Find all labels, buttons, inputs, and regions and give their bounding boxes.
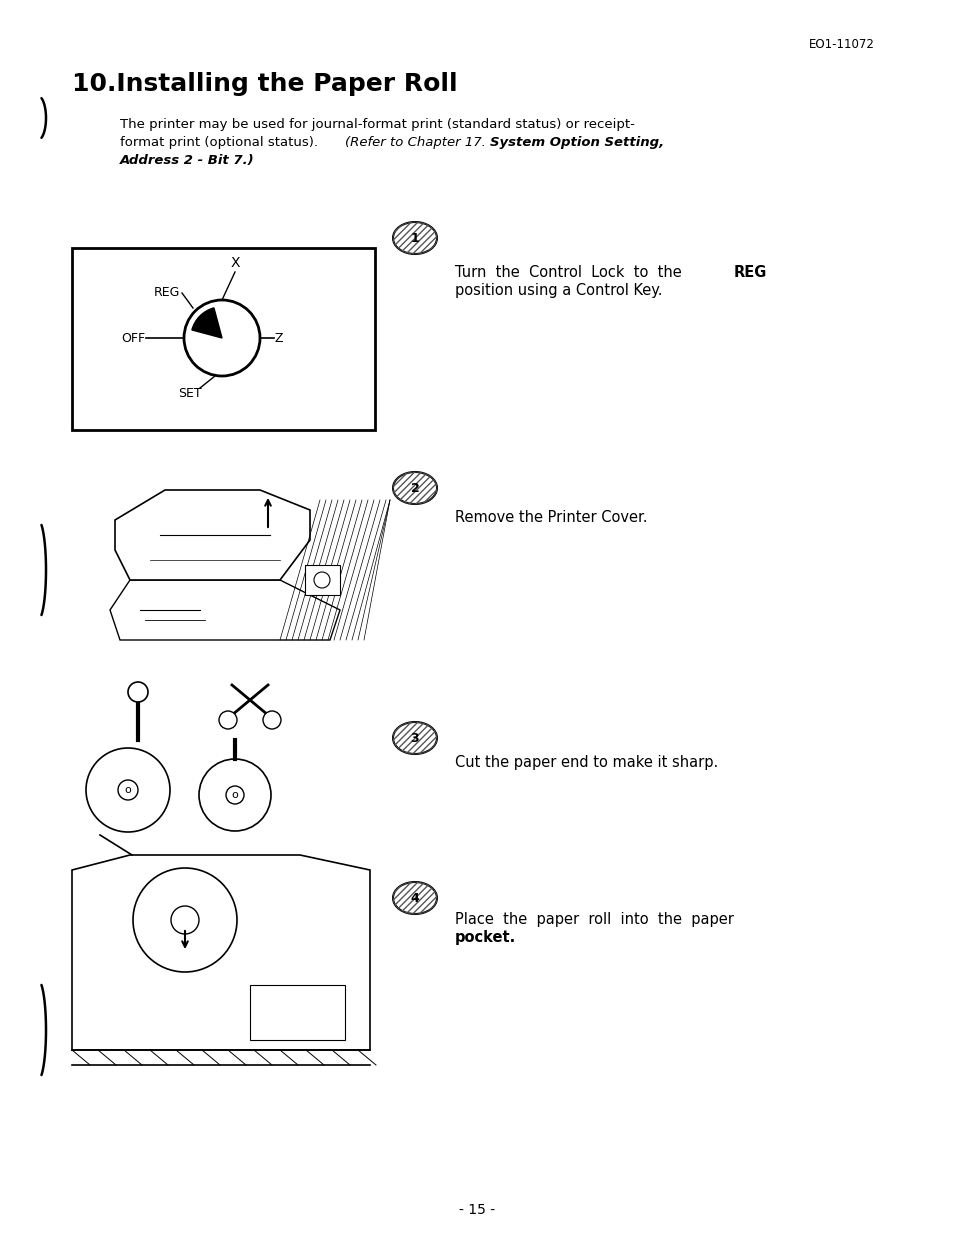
Text: EO1-11072: EO1-11072 [808,38,874,51]
Ellipse shape [393,472,436,504]
Text: 3: 3 [410,731,419,745]
Circle shape [184,300,260,375]
Circle shape [118,781,138,800]
Circle shape [171,906,199,934]
Text: OFF: OFF [121,332,145,344]
Text: 4: 4 [410,892,419,904]
Text: 2: 2 [410,482,419,494]
Text: Turn  the  Control  Lock  to  the: Turn the Control Lock to the [455,265,690,280]
Text: REG: REG [153,286,180,300]
Bar [71,248,375,430]
Polygon shape [305,565,339,595]
Circle shape [132,869,236,973]
Text: Cut the paper end to make it sharp.: Cut the paper end to make it sharp. [455,755,718,769]
Polygon shape [110,580,339,641]
Text: The printer may be used for journal-format print (standard status) or receipt-: The printer may be used for journal-form… [120,118,634,131]
Circle shape [314,572,330,589]
Ellipse shape [393,222,436,254]
Text: position using a Control Key.: position using a Control Key. [455,282,661,299]
Text: Z: Z [274,332,283,344]
Text: (Refer to Chapter 17.: (Refer to Chapter 17. [345,136,490,149]
Text: 10.Installing the Paper Roll: 10.Installing the Paper Roll [71,72,457,95]
Text: System Option Setting,: System Option Setting, [490,136,663,149]
Text: o: o [125,786,132,795]
Polygon shape [250,985,345,1040]
Text: Place  the  paper  roll  into  the  paper: Place the paper roll into the paper [455,912,733,927]
Circle shape [263,711,281,729]
Text: Remove the Printer Cover.: Remove the Printer Cover. [455,510,647,525]
Ellipse shape [393,722,436,755]
Text: - 15 -: - 15 - [458,1203,495,1217]
Text: SET: SET [178,387,202,400]
Text: o: o [232,790,238,800]
Ellipse shape [393,882,436,914]
Text: X: X [230,256,239,270]
Circle shape [199,760,271,831]
Text: 1: 1 [410,232,419,244]
Text: REG: REG [733,265,766,280]
Polygon shape [115,489,310,580]
Text: format print (optional status).: format print (optional status). [120,136,326,149]
Wedge shape [192,309,222,338]
Circle shape [128,681,148,703]
Text: pocket.: pocket. [455,930,516,945]
Circle shape [226,786,244,804]
Polygon shape [71,855,370,1049]
Circle shape [219,711,236,729]
Circle shape [86,748,170,833]
Text: Address 2 - Bit 7.): Address 2 - Bit 7.) [120,154,254,167]
